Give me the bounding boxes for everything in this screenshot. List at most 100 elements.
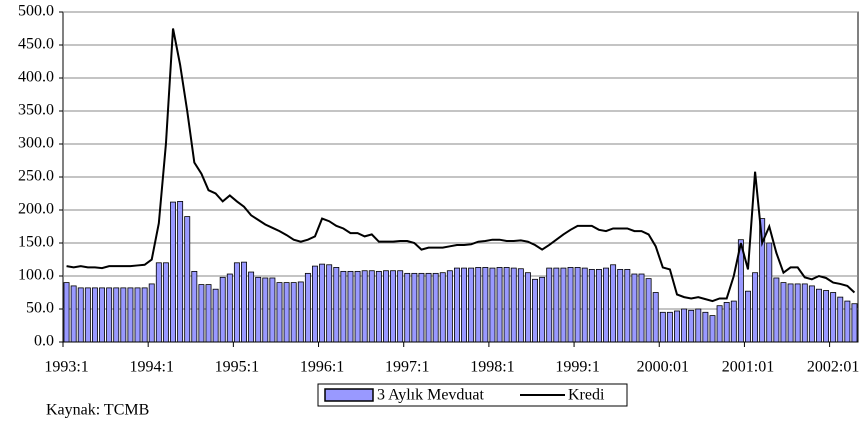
bar <box>127 287 134 343</box>
legend-label: Kredi <box>568 387 605 404</box>
y-tick-label: 100.0 <box>18 267 54 284</box>
y-tick-label: 500.0 <box>18 3 54 20</box>
bar <box>319 263 326 343</box>
x-tick-label: 1997:1 <box>385 359 429 376</box>
bar <box>425 272 432 343</box>
bar <box>503 267 510 343</box>
bar <box>524 272 531 343</box>
bar <box>560 267 567 343</box>
bar <box>84 287 91 343</box>
bar <box>276 282 283 343</box>
bar <box>113 287 120 343</box>
bar <box>453 267 460 343</box>
bar <box>461 267 468 343</box>
bar <box>723 301 730 343</box>
bar <box>851 303 858 343</box>
y-tick-label: 450.0 <box>18 36 54 53</box>
bar <box>354 270 361 343</box>
x-tick-label: 1995:1 <box>215 359 259 376</box>
bar <box>120 287 127 343</box>
bar <box>347 270 354 343</box>
y-tick-label: 0.0 <box>34 333 54 350</box>
bar <box>595 268 602 343</box>
bar <box>674 310 680 343</box>
y-tick-label: 250.0 <box>18 168 54 185</box>
bar <box>418 272 425 343</box>
bar <box>652 292 659 343</box>
bar <box>539 276 546 343</box>
bar <box>446 270 453 343</box>
bar <box>177 201 184 343</box>
bar <box>162 262 169 343</box>
bar <box>219 276 226 343</box>
bar <box>752 272 759 343</box>
bar <box>482 267 489 343</box>
bar <box>489 267 496 343</box>
bar <box>730 300 737 343</box>
bar <box>581 267 588 343</box>
bar <box>226 273 233 343</box>
bar <box>255 276 262 343</box>
bar <box>70 285 77 343</box>
bar <box>709 315 716 343</box>
bar <box>404 272 411 343</box>
bar <box>567 267 574 343</box>
bar <box>553 267 560 343</box>
bar <box>787 283 794 343</box>
bar <box>645 278 652 343</box>
bar <box>397 270 404 343</box>
bar <box>241 261 247 343</box>
bar <box>304 272 311 343</box>
bar <box>681 308 688 343</box>
bar <box>91 287 98 343</box>
bar <box>517 268 524 343</box>
bar <box>666 311 673 343</box>
legend-label: 3 Aylık Mevduat <box>377 387 485 404</box>
bar <box>794 283 801 343</box>
bar <box>248 271 255 343</box>
bar <box>603 267 609 343</box>
bar <box>695 308 702 343</box>
bar <box>283 282 290 343</box>
bar <box>823 290 830 343</box>
bar <box>99 287 105 343</box>
bar <box>837 296 844 343</box>
y-tick-label: 150.0 <box>18 234 54 251</box>
bar <box>688 309 695 343</box>
bar <box>631 273 638 343</box>
bar <box>170 201 176 343</box>
x-tick-label: 1998:1 <box>470 359 514 376</box>
bar <box>290 282 297 343</box>
bar <box>588 268 595 343</box>
bar <box>312 265 318 343</box>
bar <box>574 267 581 343</box>
bar <box>106 287 113 343</box>
bar <box>624 268 631 343</box>
bar <box>773 277 780 343</box>
y-tick-label: 400.0 <box>18 69 54 86</box>
bar <box>808 285 815 343</box>
y-tick-label: 50.0 <box>26 300 54 317</box>
bar <box>368 270 375 343</box>
bar <box>468 267 475 343</box>
y-tick-label: 350.0 <box>18 102 54 119</box>
bar <box>333 267 340 343</box>
bar <box>844 300 851 343</box>
x-tick-label: 2000:01 <box>637 359 689 376</box>
bar <box>617 268 624 343</box>
x-tick-label: 2001:01 <box>722 359 774 376</box>
bar <box>801 283 808 343</box>
bar <box>297 281 304 343</box>
y-tick-label: 300.0 <box>18 135 54 152</box>
line <box>66 28 856 303</box>
bar <box>205 284 212 343</box>
bar <box>184 216 191 343</box>
legend-swatch <box>324 388 374 402</box>
bar <box>780 282 787 343</box>
bar <box>390 270 397 343</box>
bar <box>134 287 141 343</box>
bar <box>233 262 240 343</box>
x-tick-label: 1993:1 <box>44 359 88 376</box>
bar <box>340 270 347 343</box>
